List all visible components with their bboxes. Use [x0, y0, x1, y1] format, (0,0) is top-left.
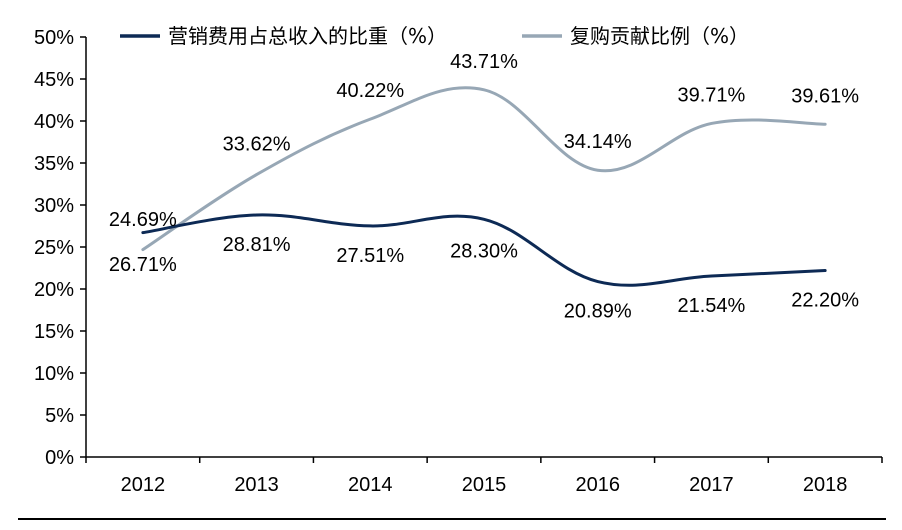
data-label-s1-5: 39.71%	[678, 84, 746, 106]
data-label-s1-2: 40.22%	[336, 80, 404, 102]
y-tick-label: 5%	[45, 405, 74, 427]
data-label-s0-6: 22.20%	[791, 290, 859, 312]
data-label-s0-2: 27.51%	[336, 245, 404, 267]
data-label-s0-3: 28.30%	[450, 240, 518, 262]
x-tick-label: 2012	[121, 474, 166, 496]
x-tick-label: 2014	[348, 474, 393, 496]
y-tick-label: 30%	[34, 195, 74, 217]
legend-label-0: 营销费用占总收入的比重（%）	[168, 24, 447, 48]
y-tick-label: 10%	[34, 363, 74, 385]
y-tick-label: 40%	[34, 111, 74, 133]
data-label-s1-0: 24.69%	[109, 209, 177, 231]
x-tick-label: 2016	[575, 474, 620, 496]
data-label-s1-1: 33.62%	[223, 134, 291, 156]
y-tick-label: 0%	[45, 447, 74, 469]
y-tick-label: 35%	[34, 153, 74, 175]
plot-area	[141, 86, 827, 287]
y-tick-label: 20%	[34, 279, 74, 301]
data-label-s0-5: 21.54%	[678, 295, 746, 317]
y-tick-label: 25%	[34, 237, 74, 259]
series-line-0	[141, 213, 827, 287]
y-tick-label: 45%	[34, 69, 74, 91]
y-tick-label: 50%	[34, 27, 74, 49]
data-label-s1-3: 43.71%	[450, 51, 518, 73]
series-line-1	[141, 86, 827, 252]
x-tick-label: 2015	[462, 474, 507, 496]
data-label-s0-0: 26.71%	[109, 254, 177, 276]
x-tick-label: 2013	[234, 474, 279, 496]
x-tick-label: 2017	[689, 474, 734, 496]
y-tick-label: 15%	[34, 321, 74, 343]
legend-label-1: 复购贡献比例（%）	[570, 24, 749, 48]
data-label-s0-1: 28.81%	[223, 234, 291, 256]
y-axis: 0% 5% 10% 15% 20% 25% 30% 35% 40% 45% 50%	[34, 27, 87, 469]
data-labels: 26.71% 28.81% 27.51% 28.30% 20.89% 21.54% 22.2…	[109, 51, 859, 323]
data-label-s1-4: 34.14%	[564, 131, 632, 153]
x-axis: 2012 2013 2014 2015 2016 2017 2018	[85, 456, 883, 496]
data-label-s1-6: 39.61%	[791, 85, 859, 107]
x-tick-label: 2018	[803, 474, 848, 496]
data-label-s0-4: 20.89%	[564, 301, 632, 323]
legend: 营销费用占总收入的比重（%） 复购贡献比例（%）	[120, 24, 749, 48]
